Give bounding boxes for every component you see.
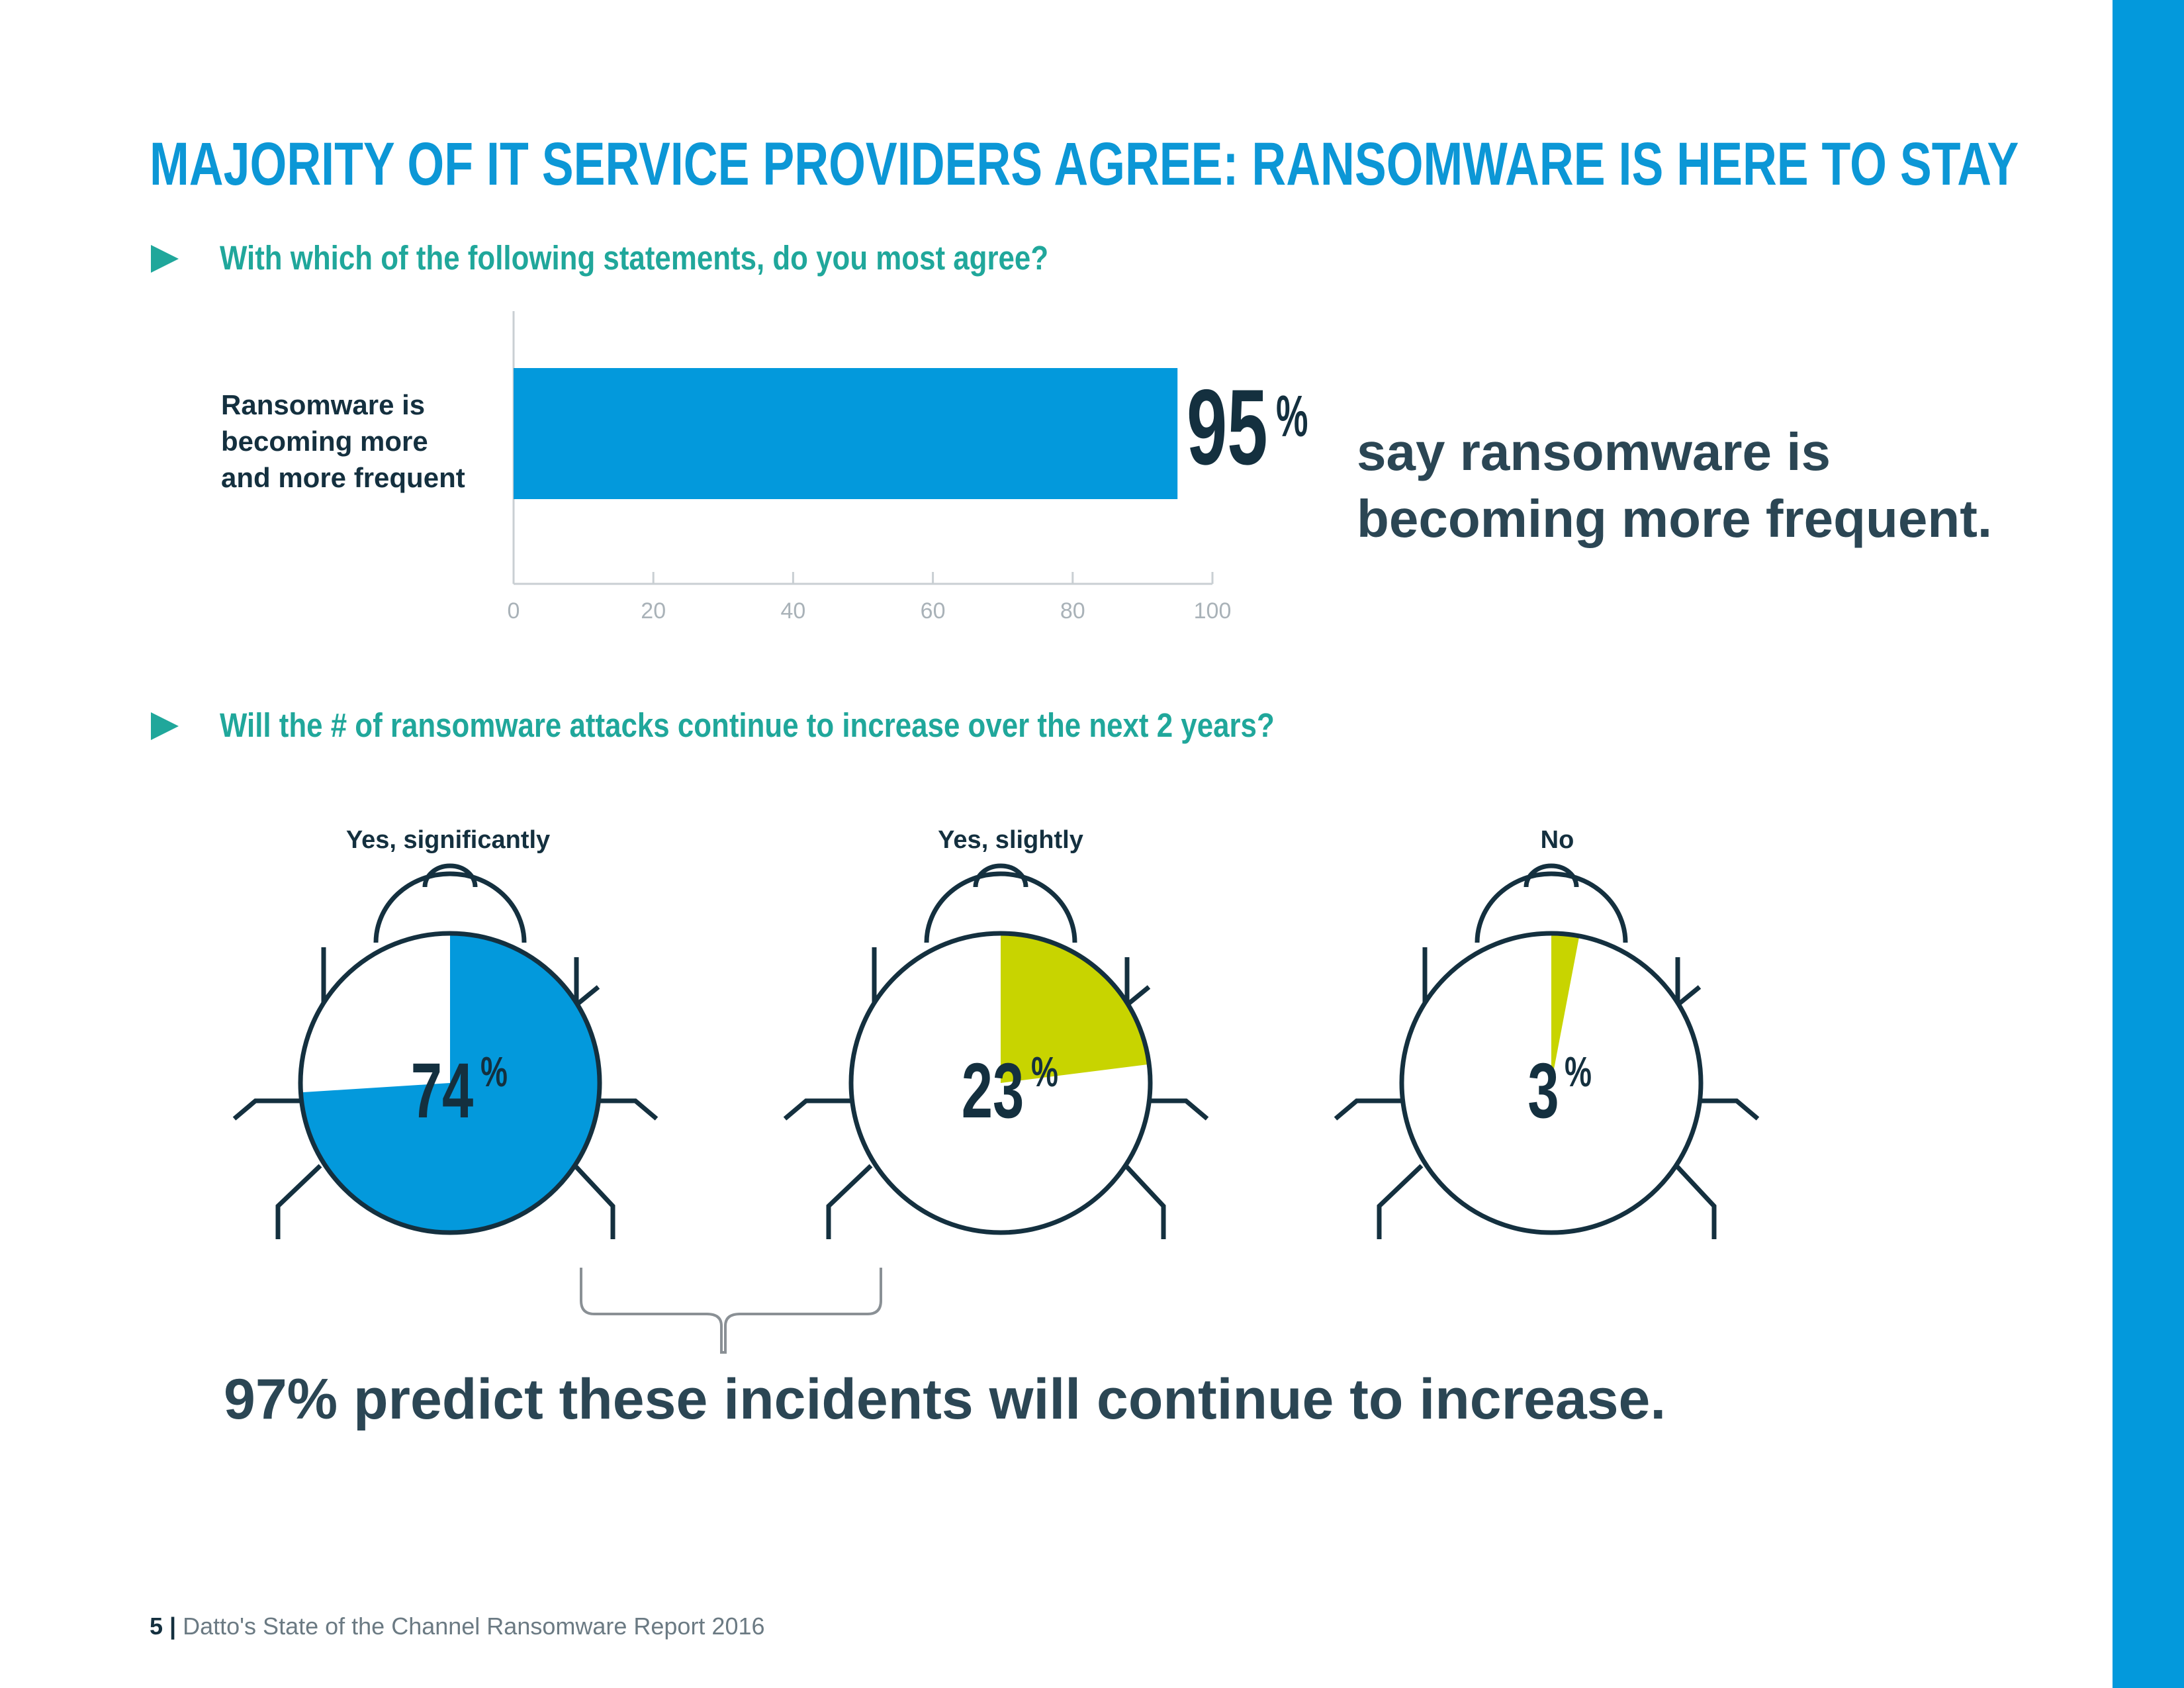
callout-line-1: say ransomware is [1357, 422, 1831, 481]
question2-arrow-icon [151, 712, 179, 740]
x-tick-label: 0 [508, 598, 520, 624]
bug-antenna-icon [422, 863, 478, 888]
pie-label-no: No [1540, 826, 1574, 854]
bug-head-icon [924, 871, 1077, 943]
bar-label-line-1: Ransomware is [221, 389, 426, 420]
bug-antenna-icon [973, 863, 1028, 888]
bar-ransomware-frequent [514, 368, 1178, 499]
bug-leg-icon [1124, 1164, 1166, 1239]
bar-label-line-2: becoming more [221, 426, 428, 457]
pie-value-label: 3 [1527, 1047, 1559, 1134]
bug-leg-icon [1701, 1098, 1760, 1121]
question1-text: With which of the following statements, … [220, 239, 1049, 277]
pie-value-percent-sign: % [480, 1049, 508, 1096]
pie-value-percent-sign: % [1031, 1049, 1058, 1096]
bug-leg-icon [574, 957, 600, 1010]
question1-arrow-icon [151, 245, 179, 273]
callout-line-2: becoming more frequent. [1357, 489, 1993, 548]
bug-pie-3: 3% [1334, 863, 1760, 1239]
bar-x-ticks: 0 20 40 60 80 100 [508, 572, 1232, 624]
bug-leg-icon [1675, 957, 1702, 1010]
footer: 5 | Datto's State of the Channel Ransomw… [150, 1613, 765, 1640]
bug-leg-icon [232, 1098, 300, 1121]
x-tick-label: 80 [1060, 598, 1085, 624]
pie-slice [1551, 933, 1580, 1083]
footer-text: Datto's State of the Channel Ransomware … [183, 1613, 765, 1640]
pie-label-yes-significantly: Yes, significantly [345, 826, 551, 854]
x-tick-label: 60 [921, 598, 946, 624]
bug-leg-icon [275, 1164, 322, 1239]
bug-leg-icon [573, 1164, 615, 1239]
pie-slice [300, 933, 600, 1233]
bug-leg-icon [1150, 1098, 1209, 1121]
bug-head-icon [1475, 871, 1628, 943]
bug-leg-icon [1377, 1164, 1424, 1239]
x-tick-label: 20 [641, 598, 666, 624]
footer-page-number: 5 [150, 1613, 163, 1640]
x-tick-label: 40 [780, 598, 805, 624]
bottom-callout: 97% predict these incidents will continu… [224, 1368, 1666, 1431]
pie-slice [1001, 933, 1150, 1083]
bar-category-label: Ransomware is becoming more and more fre… [221, 387, 499, 496]
bar-label-line-3: and more frequent [221, 462, 465, 493]
bar-callout: say ransomware is becoming more frequent… [1357, 418, 2085, 552]
bug-leg-icon [1334, 1098, 1402, 1121]
side-accent-bar [2113, 0, 2184, 1688]
bug-pie-2: 23% [783, 863, 1209, 1239]
bug-body-outline [848, 931, 1153, 1235]
bug-head-icon [373, 871, 527, 943]
bar-chart: 0 20 40 60 80 100 [508, 311, 1232, 624]
bug-body-outline [1399, 931, 1704, 1235]
pie-value-label: 23 [962, 1047, 1024, 1134]
bug-leg-icon [1674, 1164, 1717, 1239]
footer-separator: | [169, 1613, 177, 1640]
bug-antenna-icon [1524, 863, 1579, 888]
page-title: MAJORITY OF IT SERVICE PROVIDERS AGREE: … [150, 130, 2019, 198]
pie-value-percent-sign: % [1565, 1049, 1592, 1096]
question2-text: Will the # of ransomware attacks continu… [220, 706, 1275, 744]
bar-value-label: 95 [1187, 367, 1268, 487]
bug-leg-icon [600, 1098, 659, 1121]
bar-value-percent-sign: % [1276, 383, 1308, 449]
bug-pie-1: 74% [232, 863, 659, 1239]
bug-leg-icon [826, 1164, 873, 1239]
bug-pie-charts: 74% 23% 3% [232, 863, 1760, 1239]
x-tick-label: 100 [1194, 598, 1232, 624]
bug-body-outline [298, 931, 602, 1235]
brace-connector-icon [580, 1268, 882, 1354]
pie-label-yes-slightly: Yes, slightly [938, 826, 1083, 854]
pie-value-label: 74 [411, 1047, 473, 1134]
bug-leg-icon [1124, 957, 1151, 1010]
bug-leg-icon [783, 1098, 851, 1121]
